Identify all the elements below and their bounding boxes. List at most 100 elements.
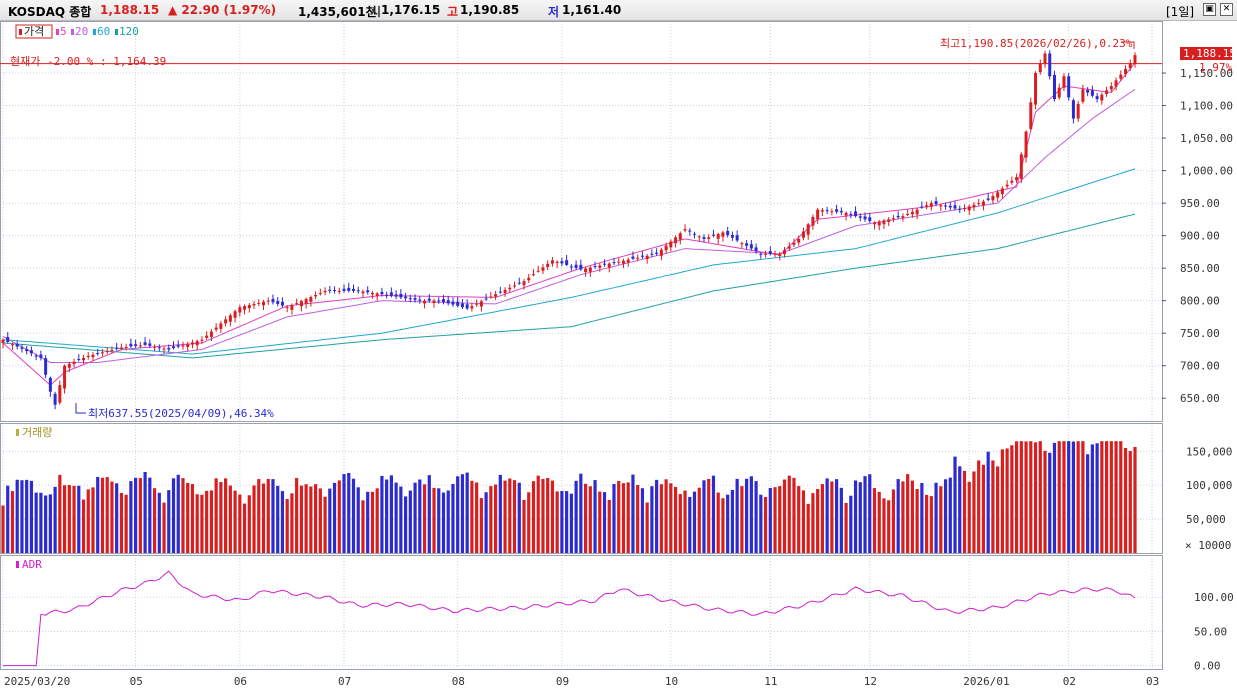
current-price: 1,188.15: [100, 3, 160, 17]
candle-body: [958, 208, 962, 210]
volume-bar: [801, 490, 806, 553]
candle-body: [783, 250, 787, 255]
candle-body: [1133, 55, 1137, 64]
candle-body: [143, 342, 147, 345]
volume-bar: [432, 487, 436, 553]
chart-canvas: 650.00 700.00 750.00 800.00 850.00 900.00 950.…: [0, 21, 1236, 688]
candle-body: [238, 307, 242, 313]
volume-bar: [962, 470, 967, 553]
volume-bar: [77, 485, 81, 553]
volume-bar: [1000, 449, 1004, 553]
candle-body: [441, 299, 445, 302]
volume-bar: [806, 503, 810, 553]
volume-bar: [915, 489, 919, 553]
volume-bar: [602, 492, 607, 553]
candle-body: [972, 204, 976, 208]
high-label: 고: [447, 5, 459, 19]
candle-body: [636, 257, 640, 259]
volume-bar: [1128, 451, 1132, 553]
close-icon[interactable]: ✕: [1220, 3, 1233, 16]
ytick-vol-1: 100,000: [1186, 479, 1232, 492]
volume-bar: [943, 479, 948, 553]
candle-body: [877, 221, 881, 226]
ma20-line: [2, 88, 1136, 363]
volume-bar: [86, 489, 90, 553]
volume-bar: [835, 479, 839, 553]
candle-body: [944, 205, 948, 207]
ma20-path: [2, 88, 1136, 363]
volume-bar: [129, 481, 133, 553]
candle-body: [167, 348, 171, 350]
volume-bar: [929, 496, 933, 553]
volume-bar: [446, 490, 450, 553]
candle-body: [351, 288, 355, 291]
volume-bar: [470, 480, 474, 553]
candle-body: [200, 339, 204, 341]
volume-bar: [787, 475, 791, 553]
volume-bar: [972, 471, 976, 553]
candle-body: [153, 346, 157, 348]
candle-body: [432, 300, 436, 304]
ytick-adr-1: 50.00: [1194, 625, 1227, 638]
candle-body: [1081, 89, 1085, 102]
period-button[interactable]: [1일]: [1166, 5, 1195, 19]
candle-body: [370, 292, 374, 295]
volume-bar: [403, 496, 408, 553]
candle-body: [1128, 63, 1132, 69]
volume-bar: [877, 491, 881, 553]
restore-icon[interactable]: ▣: [1203, 3, 1216, 16]
legend-ma60: 60: [97, 25, 110, 38]
price-legend-box[interactable]: [15, 24, 53, 39]
ma120-line: [2, 213, 1136, 359]
candle-body: [271, 298, 275, 303]
volume-bar: [143, 471, 147, 553]
volume-bar: [356, 487, 360, 553]
volume-bar: [569, 493, 573, 553]
volume-bar: [299, 485, 303, 553]
volume-bar: [1005, 448, 1009, 553]
volume-bar: [977, 460, 981, 553]
panel-frame-1: [0, 21, 1163, 422]
volume-bar: [1114, 441, 1118, 553]
candle-body: [1029, 102, 1033, 130]
candle-body: [494, 294, 498, 297]
ytick-price-6: 950.00: [1180, 197, 1220, 210]
volume-bar: [347, 473, 351, 553]
candle-body: [986, 198, 990, 200]
volume-bar: [508, 478, 512, 553]
volume-bar: [44, 495, 48, 553]
candle-body: [224, 319, 228, 324]
volume-bar: [62, 485, 67, 553]
candle-body: [304, 299, 308, 304]
candle-body: [1119, 74, 1123, 79]
candle-body: [792, 242, 796, 245]
candle-body: [891, 218, 895, 220]
volume-bar: [517, 482, 521, 553]
volume-bar: [498, 474, 502, 553]
pct-tag-text: 1.97%: [1199, 61, 1232, 74]
volume-bar: [20, 480, 24, 553]
volume-total: 1,435,601천: [298, 5, 377, 19]
volume-bar: [953, 456, 957, 553]
candle-body: [408, 298, 412, 300]
volume-bar: [25, 479, 29, 553]
volume-bar: [6, 485, 10, 553]
candle-body: [252, 303, 256, 306]
candle-body: [702, 237, 706, 239]
candle-body: [314, 294, 318, 297]
volume-bar: [901, 481, 905, 553]
volume-bar: [868, 474, 872, 553]
candle-body: [593, 265, 597, 267]
volume-bar: [565, 491, 569, 553]
volume-bar: [934, 482, 938, 553]
adr-path: [3, 570, 1136, 667]
candle-body: [77, 359, 81, 361]
legend-ma20: 20: [75, 25, 88, 38]
volume-bar: [285, 499, 289, 553]
volume-bar: [1043, 450, 1047, 553]
candle-body: [740, 243, 744, 245]
volume-bar: [531, 481, 536, 553]
ytick-price-9: 1,100.00: [1180, 100, 1233, 113]
volume-bar: [224, 478, 228, 553]
volume-bar: [745, 478, 749, 553]
